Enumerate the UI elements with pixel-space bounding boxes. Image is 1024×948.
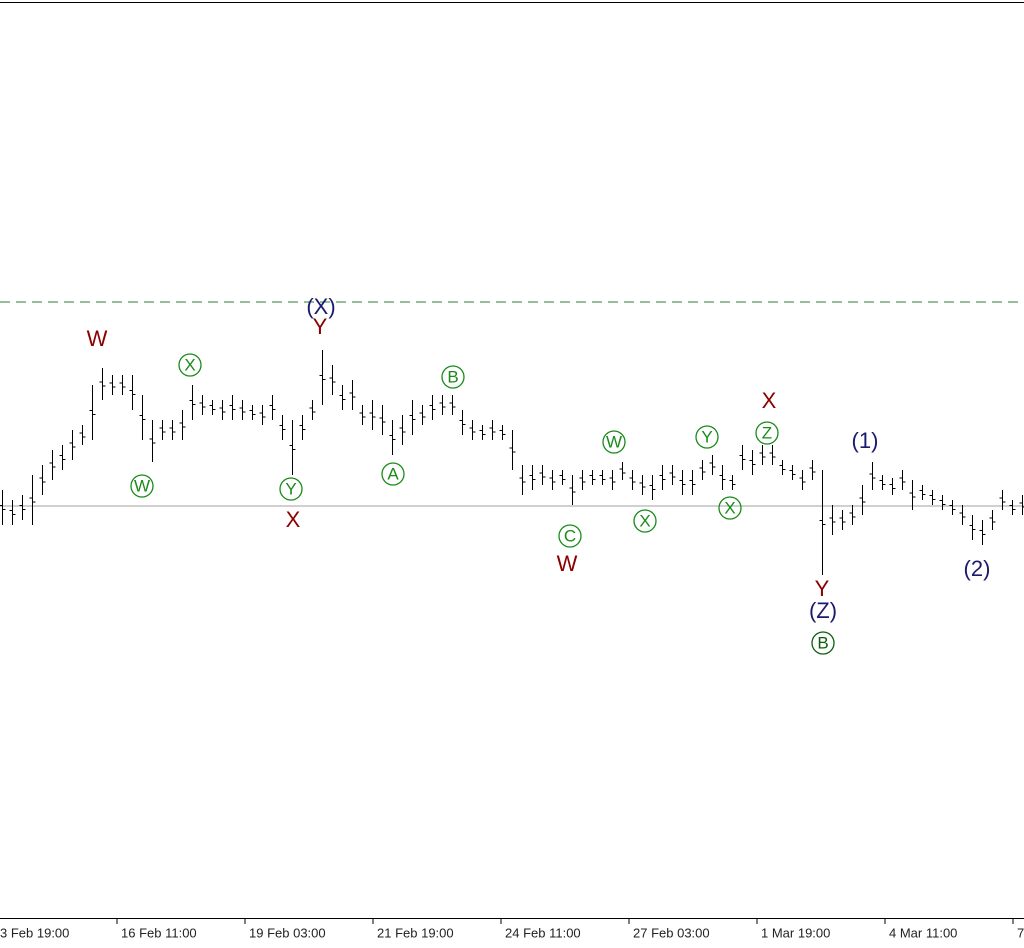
- wave-label-circle: [279, 477, 303, 501]
- wave-label: X: [286, 507, 301, 532]
- wave-label-circle: [718, 496, 742, 520]
- wave-label: Y: [701, 427, 712, 446]
- x-tick-label: 1 Mar 19:00: [761, 925, 830, 940]
- wave-label: X: [184, 355, 195, 374]
- wave-label: X: [639, 511, 650, 530]
- x-tick-label: 27 Feb 03:00: [633, 925, 710, 940]
- x-tick-label: 4 Mar 11:00: [889, 925, 957, 940]
- wave-label: W: [134, 476, 150, 495]
- wave-label: Y: [313, 314, 328, 339]
- wave-label: Y: [285, 479, 296, 498]
- wave-label-circle: [441, 365, 465, 389]
- wave-label-circle: [178, 353, 202, 377]
- x-tick-label: 7: [1017, 925, 1024, 940]
- wave-label-circle: [602, 430, 626, 454]
- wave-label: Z: [762, 423, 772, 442]
- wave-label: A: [387, 464, 399, 483]
- wave-label-circle: [755, 421, 779, 445]
- wave-label: Y: [815, 576, 830, 601]
- x-tick-label: 21 Feb 19:00: [377, 925, 454, 940]
- wave-label-circle: [633, 509, 657, 533]
- wave-label: W: [87, 326, 108, 351]
- wave-label: B: [447, 367, 458, 386]
- wave-label: X: [724, 498, 735, 517]
- wave-label-circle: [381, 462, 405, 486]
- x-tick-label: 16 Feb 11:00: [121, 925, 197, 940]
- wave-label: W: [606, 432, 622, 451]
- wave-label-circle: [558, 524, 582, 548]
- wave-label: (1): [852, 428, 879, 453]
- wave-label: (X): [306, 294, 335, 319]
- wave-label: B: [817, 633, 828, 652]
- wave-label-circle: [130, 474, 154, 498]
- wave-label-circle: [811, 631, 835, 655]
- wave-label-circle: [695, 425, 719, 449]
- x-tick-label: 3 Feb 19:00: [0, 925, 69, 940]
- x-tick-label: 24 Feb 11:00: [505, 925, 581, 940]
- wave-label: X: [762, 388, 777, 413]
- wave-label: W: [557, 551, 578, 576]
- wave-label: (Z): [809, 598, 837, 623]
- wave-label: C: [564, 526, 576, 545]
- wave-label: (2): [964, 556, 991, 581]
- x-tick-label: 19 Feb 03:00: [249, 925, 326, 940]
